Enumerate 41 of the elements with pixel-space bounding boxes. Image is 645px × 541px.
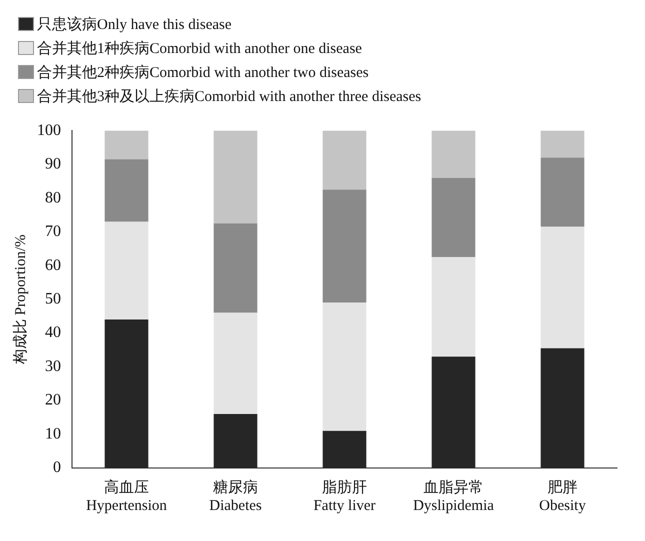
y-tick-label: 80 — [45, 189, 61, 206]
bar — [322, 190, 366, 303]
y-tick-label: 30 — [45, 358, 61, 375]
y-tick-label: 10 — [45, 425, 61, 442]
bar — [540, 226, 584, 348]
bar — [104, 130, 148, 160]
bar — [540, 348, 584, 468]
bar — [214, 414, 258, 468]
y-tick-label: 50 — [45, 290, 61, 308]
y-tick-label: 0 — [53, 459, 61, 476]
bar — [540, 130, 584, 158]
bar — [214, 130, 258, 224]
bar — [432, 257, 476, 357]
legend-label: 只患该病Only have this disease — [37, 15, 232, 34]
bar — [214, 312, 258, 414]
bar — [104, 159, 148, 222]
y-tick-label: 40 — [45, 324, 61, 342]
y-tick-label: 60 — [45, 256, 61, 274]
bar — [432, 178, 476, 258]
x-tick-label: 高血压 Hypertension — [86, 478, 168, 514]
y-axis-title: 构成比 Proportion/% — [12, 234, 29, 366]
bar — [540, 158, 584, 227]
x-tick-label: 肥胖 Obesity — [539, 478, 586, 514]
bar — [322, 430, 366, 468]
bar — [104, 320, 148, 468]
bar — [432, 130, 476, 178]
bar — [432, 356, 476, 468]
x-tick-label: 糖尿病 Diabetes — [209, 478, 262, 514]
y-tick-label: 100 — [37, 122, 61, 139]
bar — [214, 223, 258, 313]
y-tick-label: 70 — [45, 223, 61, 240]
x-tick-label: 脂肪肝 Fatty liver — [313, 478, 376, 514]
y-tick-label: 20 — [45, 392, 61, 409]
legend-label: 合并其他1种疾病Comorbid with another one disease — [37, 40, 362, 58]
bar — [322, 130, 366, 190]
y-tick-label: 90 — [45, 156, 61, 173]
bar — [104, 222, 148, 320]
x-tick-label: 血脂异常 Dyslipidemia — [413, 478, 494, 514]
legend-label: 合并其他3种及以上疾病Comorbid with another three diseases — [37, 88, 422, 106]
legend-label: 合并其他2种疾病Comorbid with another two diseases — [37, 64, 369, 82]
bar — [322, 302, 366, 431]
